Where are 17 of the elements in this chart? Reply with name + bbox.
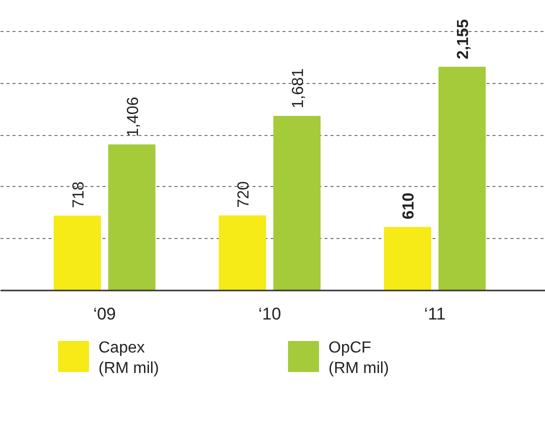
- data-label: 720: [235, 181, 252, 208]
- data-label: 610: [400, 192, 418, 220]
- x-tick-label: ‘11: [424, 304, 446, 324]
- data-label: 1,681: [290, 68, 307, 108]
- bar: [54, 216, 101, 290]
- data-label: 2,155: [455, 19, 472, 60]
- legend-label: Capex (RM mil): [98, 340, 159, 377]
- bar: [384, 226, 432, 290]
- bar: [218, 215, 266, 290]
- x-tick-label: ‘09: [93, 304, 116, 324]
- legend-label: OpCF (RM mil): [328, 340, 389, 377]
- bar: [438, 66, 486, 290]
- bar: [273, 116, 321, 290]
- bar: [108, 144, 156, 290]
- x-tick-label: ‘10: [258, 304, 282, 324]
- data-label: 718: [70, 181, 88, 208]
- data-label: 1,406: [124, 96, 142, 137]
